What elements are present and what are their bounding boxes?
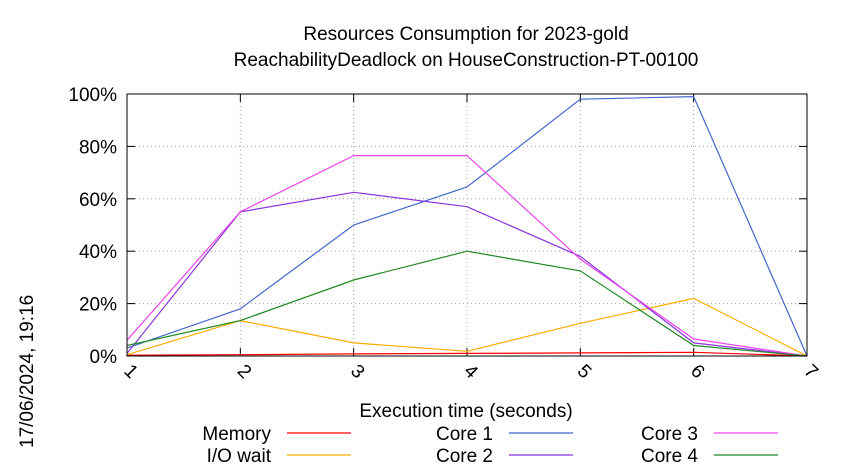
series-line-core-3 [126, 155, 808, 357]
x-tick-label: 5 [573, 361, 595, 383]
legend-label-core-1: Core 1 [436, 424, 493, 445]
x-tick-label: 7 [799, 361, 821, 383]
y-tick-label: 0% [90, 347, 118, 368]
legend-label-memory: Memory [202, 424, 271, 445]
x-tick-label: 1 [119, 361, 141, 383]
series-line-i-o-wait [126, 297, 808, 357]
timestamp-label: 17/06/2024, 19:16 [17, 295, 38, 448]
series-line-memory [126, 351, 808, 357]
x-tick-label: 3 [346, 361, 368, 383]
legend-label-core-3: Core 3 [641, 424, 698, 445]
x-tick-label: 6 [686, 361, 708, 383]
series-lines [126, 95, 808, 357]
chart-subtitle: ReachabilityDeadlock on HouseConstructio… [234, 50, 699, 71]
y-tick-label: 100% [68, 85, 117, 106]
y-tick-label: 80% [79, 137, 117, 158]
y-tick-label: 20% [79, 295, 117, 316]
legend-label-core-2: Core 2 [436, 446, 493, 467]
x-tick-label: 2 [233, 361, 255, 383]
y-tick-label: 40% [79, 242, 117, 263]
y-tick-label: 60% [79, 190, 117, 211]
x-axis-label: Execution time (seconds) [359, 401, 572, 422]
x-axis-ticks: 1 2 3 4 5 6 7 [119, 94, 822, 384]
series-line-core-1 [126, 95, 808, 357]
legend-label-core-4: Core 4 [641, 446, 698, 467]
plot-border [126, 93, 808, 357]
chart-title: Resources Consumption for 2023-gold [303, 24, 628, 45]
legend-label-i-o-wait: I/O wait [207, 446, 272, 467]
y-axis-ticks: 0% 20% 40% 60% 80% 100% [68, 85, 807, 368]
x-tick-label: 4 [459, 361, 482, 384]
series-line-core-4 [126, 250, 808, 357]
